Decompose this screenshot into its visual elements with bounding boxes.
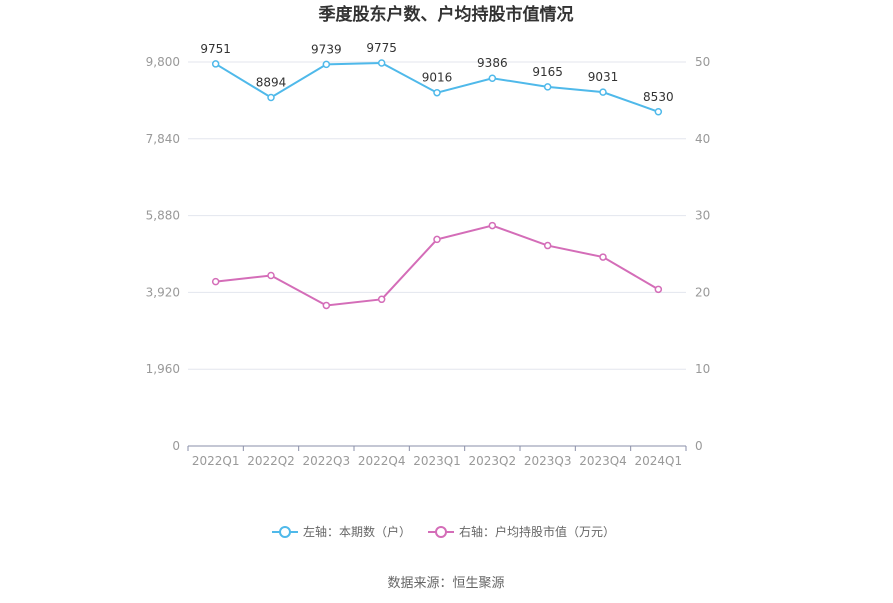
data-point — [433, 88, 441, 97]
data-label: 9031 — [588, 70, 619, 84]
data-point — [488, 221, 497, 230]
data-point — [654, 108, 663, 116]
left-axis-tick: 9,800 — [146, 55, 180, 69]
axes: 0 0 1,960 10 3,920 20 5,880 30 7,840 40 9,800 50 202… — [146, 55, 711, 468]
data-point — [377, 59, 386, 67]
x-axis-tick-label: 2023Q1 — [413, 454, 461, 468]
data-label: 9751 — [200, 42, 231, 56]
data-label: 8530 — [643, 90, 674, 104]
data-point — [599, 253, 607, 261]
source-note: 数据来源：恒生聚源 — [387, 576, 504, 591]
data-point — [543, 241, 552, 250]
data-point — [267, 271, 275, 280]
x-axis-tick-label: 2023Q3 — [524, 454, 572, 468]
left-axis-tick: 1,960 — [146, 362, 180, 376]
x-axis-tick-label: 2024Q1 — [635, 454, 683, 468]
right-axis-tick: 10 — [695, 362, 710, 376]
data-point — [322, 60, 331, 69]
left-axis-tick: 7,840 — [146, 132, 180, 146]
data-point — [599, 88, 607, 96]
right-axis-tick: 20 — [695, 285, 710, 299]
data-label: 9739 — [311, 42, 342, 56]
data-label: 9386 — [477, 56, 508, 70]
data-label: 9016 — [422, 71, 453, 85]
data-label: 8894 — [256, 76, 287, 90]
left-axis-tick: 0 — [172, 439, 180, 453]
data-point — [488, 74, 497, 82]
x-axis-tick-label: 2022Q4 — [358, 454, 406, 468]
x-axis-tick-label: 2022Q2 — [247, 454, 295, 468]
right-axis-tick: 0 — [695, 439, 703, 453]
data-point — [543, 83, 552, 91]
data-point — [322, 301, 331, 310]
x-axis-tick-label: 2023Q4 — [579, 454, 627, 468]
data-point — [267, 93, 275, 102]
legend-label: 右轴：户均持股市值（万元） — [459, 524, 615, 539]
x-axis-tick-label: 2022Q3 — [303, 454, 351, 468]
x-axis-tick-label: 2022Q1 — [192, 454, 240, 468]
grid — [188, 61, 686, 370]
data-label: 9165 — [532, 65, 563, 79]
data-point — [211, 60, 220, 68]
data-label: 9775 — [366, 41, 397, 55]
data-point — [211, 277, 220, 286]
left-axis-tick: 5,880 — [146, 209, 180, 223]
data-point — [654, 285, 663, 294]
legend-marker — [279, 526, 291, 538]
right-axis-tick: 40 — [695, 132, 710, 146]
legend-label: 左轴：本期数（户） — [303, 524, 411, 539]
legend: 左轴：本期数（户） 右轴：户均持股市值（万元） — [272, 524, 615, 539]
right-axis-tick: 30 — [695, 209, 710, 223]
right-axis-tick: 50 — [695, 55, 710, 69]
x-axis-tick-label: 2023Q2 — [469, 454, 517, 468]
series: 9751 8894 9739 9775 9016 9386 9165 9031 8530 — [200, 41, 674, 310]
data-point — [377, 295, 386, 304]
chart-title: 季度股东户数、户均持股市值情况 — [319, 4, 574, 25]
data-point — [433, 235, 441, 244]
left-axis-tick: 3,920 — [146, 285, 180, 299]
legend-marker — [435, 526, 447, 538]
